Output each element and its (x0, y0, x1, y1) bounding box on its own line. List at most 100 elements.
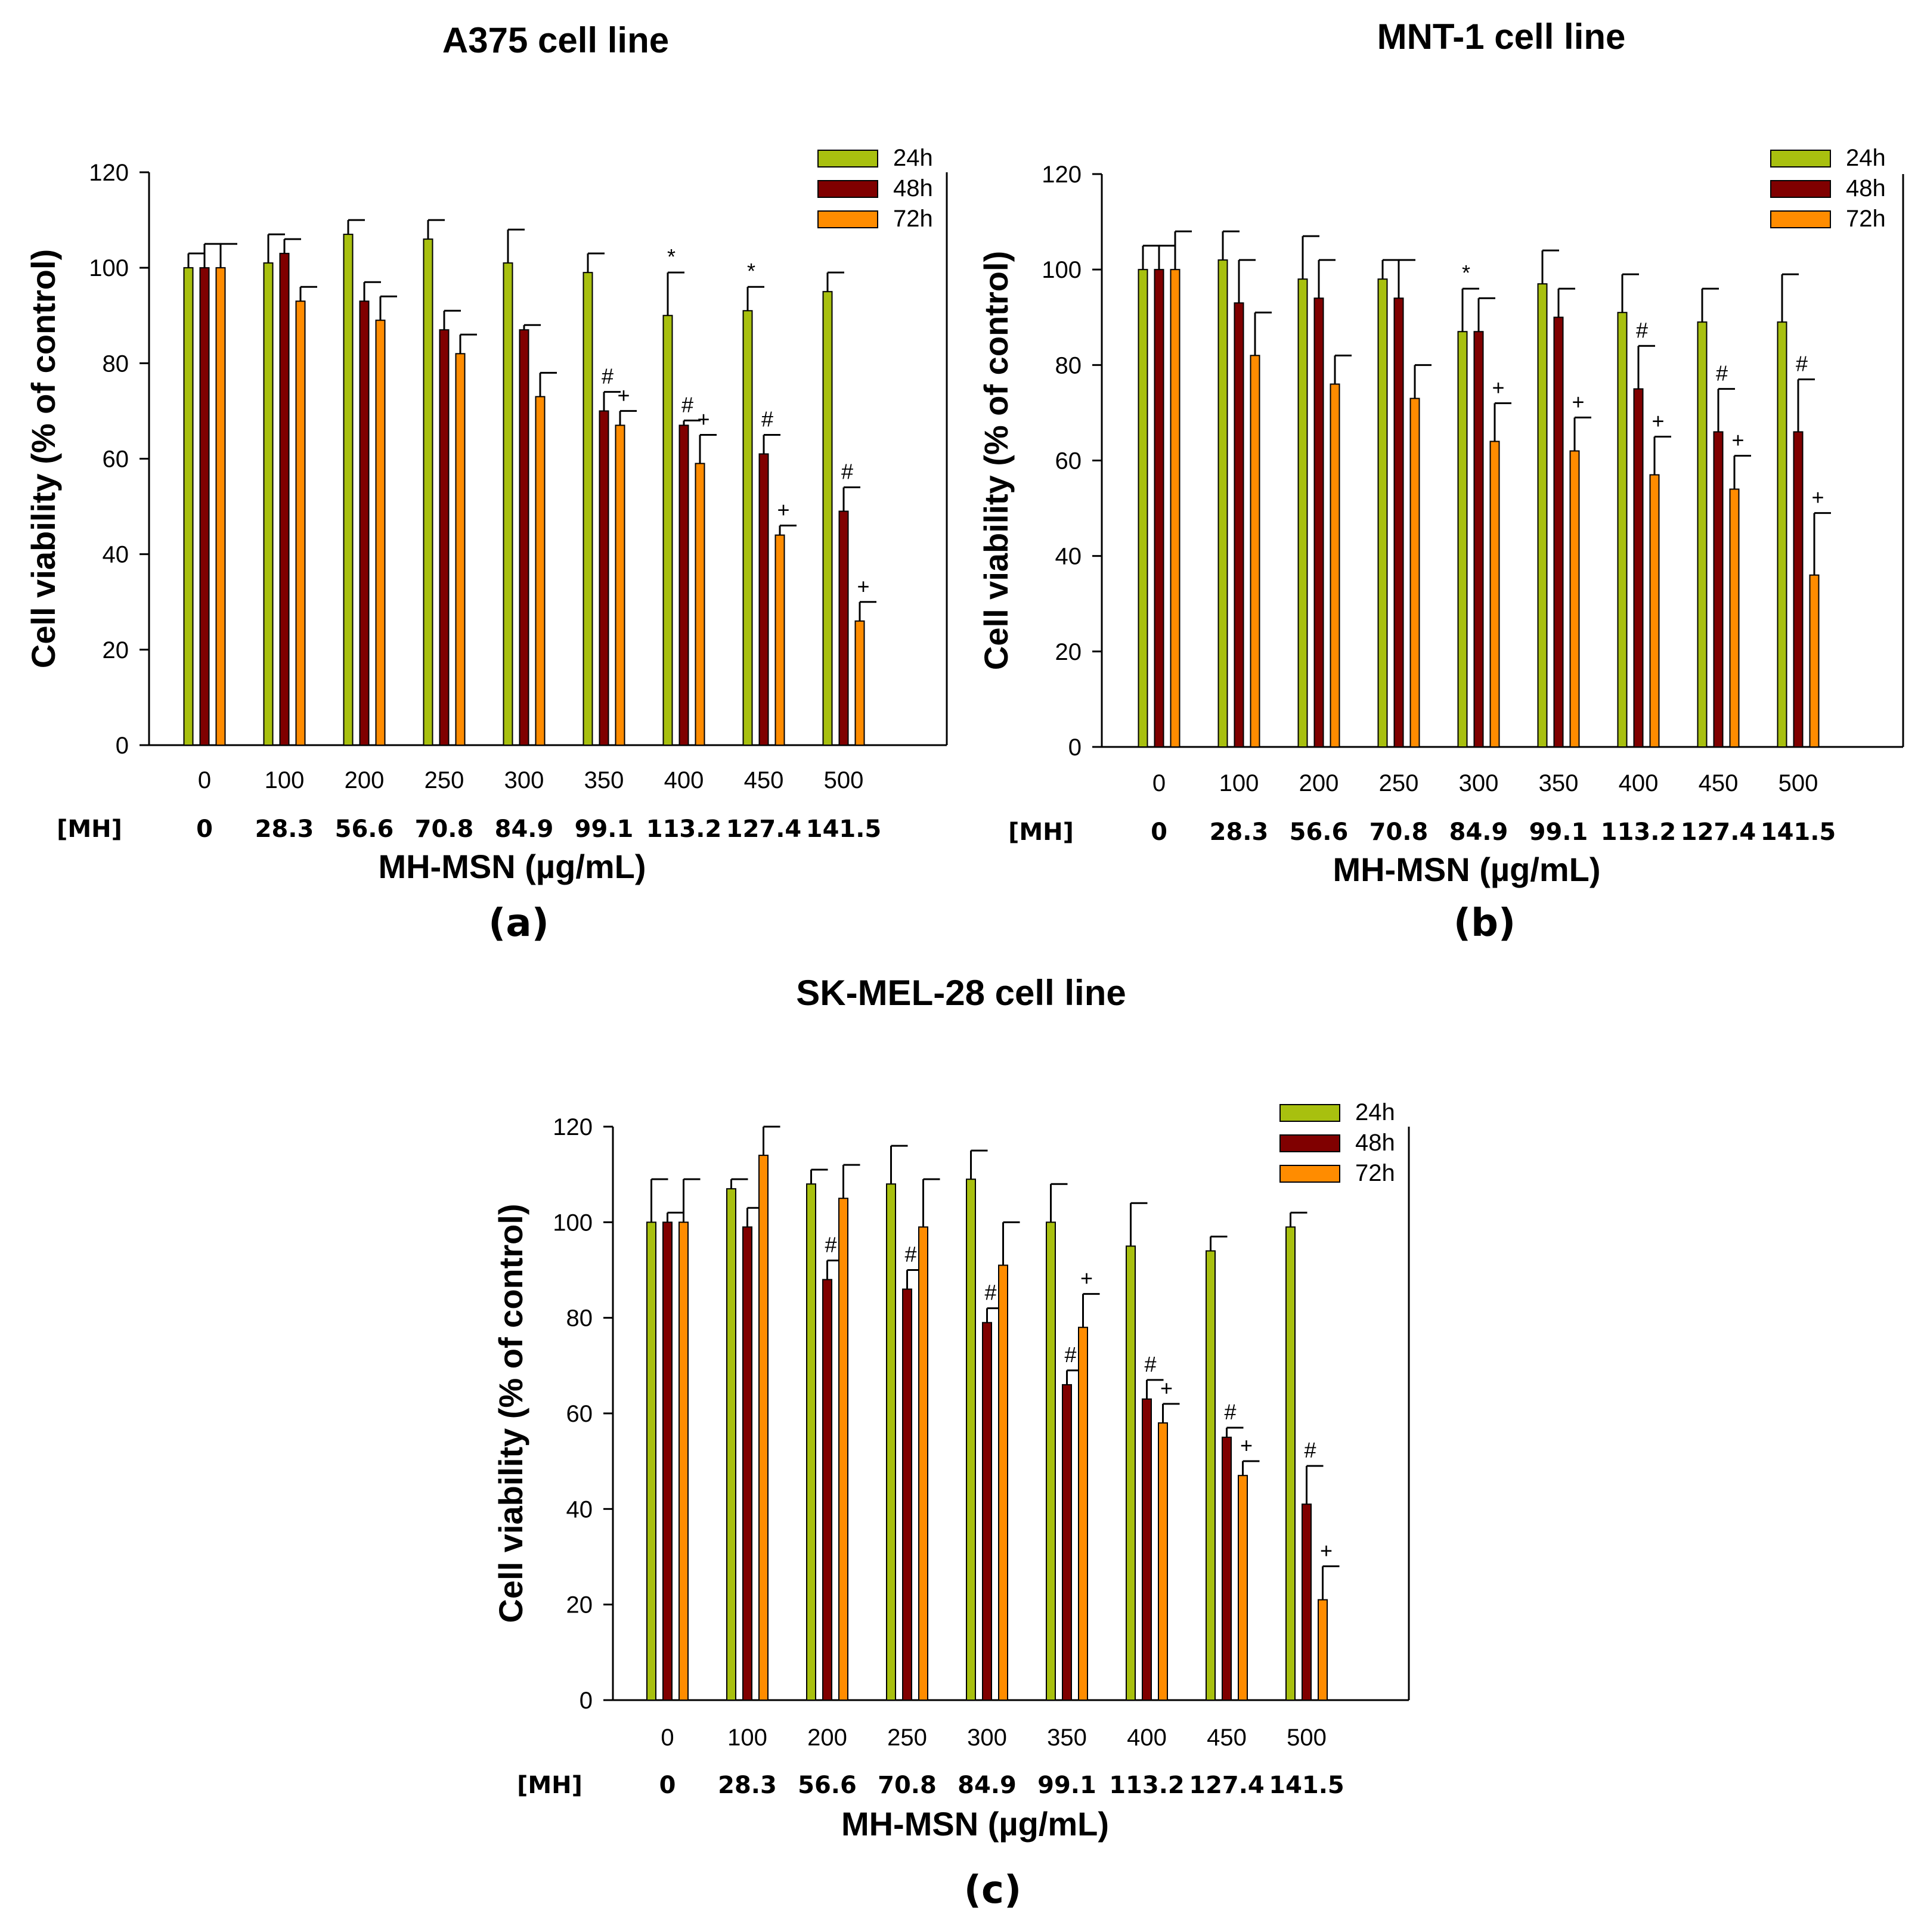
significance-mark: # (761, 407, 773, 431)
y-tick-label: 40 (1055, 544, 1082, 570)
bar-24h-300 (966, 1179, 976, 1701)
significance-mark: # (602, 364, 614, 388)
x-tick-label: 0 (198, 767, 211, 793)
bar-48h-0 (1154, 269, 1164, 748)
bar-24h-400 (1617, 312, 1628, 748)
bar-48h-450 (1222, 1437, 1232, 1701)
bar-24h-250 (423, 238, 433, 746)
legend-swatch-48h (1770, 180, 1831, 198)
bar-48h-0 (199, 267, 210, 746)
bar-24h-100 (1217, 259, 1228, 748)
mh-value-label: 127.4 (1189, 1772, 1265, 1799)
bar-48h-200 (822, 1279, 832, 1701)
bar-72h-0 (678, 1221, 689, 1701)
chart-panel-1: A375 cell line 0 20 40 60 80 100 120 Cell viabil… (24, 20, 948, 945)
chart-panel-3: SK-MEL-28 cell line 0 20 40 60 80 100 120 Cell v… (492, 973, 1410, 1912)
bar-24h-350 (1046, 1221, 1056, 1701)
bar-72h-400 (1158, 1422, 1168, 1701)
mh-value-label: 84.9 (1449, 818, 1508, 846)
x-tick-label: 300 (504, 767, 544, 793)
legend-label-24h: 24h (1355, 1099, 1395, 1125)
bar-48h-500 (1793, 431, 1804, 748)
bar-24h-300 (1457, 331, 1468, 748)
bar-72h-350 (615, 424, 625, 746)
mh-value-label: 70.8 (415, 815, 474, 843)
bar-48h-350 (1553, 317, 1564, 748)
bar-24h-400 (662, 315, 673, 746)
y-tick-label: 100 (1042, 257, 1082, 283)
x-tick-label: 400 (1127, 1725, 1167, 1751)
significance-mark: + (1240, 1433, 1253, 1457)
mh-row-label: [MH] (57, 815, 122, 843)
y-tick-label: 80 (103, 351, 129, 377)
bar-72h-0 (1170, 269, 1181, 748)
panel-label: (c) (964, 1868, 1021, 1912)
significance-mark: + (1080, 1266, 1093, 1291)
mh-value-label: 0 (196, 815, 213, 843)
x-tick-label: 400 (1619, 770, 1659, 796)
mh-row-label: [MH] (1008, 818, 1074, 846)
x-tick-label: 100 (1219, 770, 1259, 796)
bar-48h-200 (359, 300, 370, 746)
bar-48h-0 (662, 1221, 673, 1701)
mh-value-label: 113.2 (1601, 818, 1677, 846)
bar-24h-0 (646, 1221, 656, 1701)
legend-label-48h: 48h (1846, 175, 1886, 201)
legend-label-24h: 24h (893, 145, 933, 171)
x-tick-label: 450 (1699, 770, 1739, 796)
significance-mark: # (841, 460, 853, 484)
significance-mark: # (1304, 1438, 1316, 1462)
bar-48h-500 (1302, 1503, 1312, 1701)
legend-label-72h: 72h (893, 206, 933, 232)
mh-value-label: 127.4 (726, 815, 802, 843)
bar-24h-100 (726, 1188, 736, 1701)
bar-24h-400 (1126, 1245, 1136, 1701)
bar-24h-350 (583, 272, 593, 746)
significance-mark: + (697, 407, 709, 431)
y-tick-label: 60 (566, 1401, 593, 1427)
mh-value-label: 56.6 (1290, 818, 1349, 846)
bar-48h-300 (1473, 331, 1484, 748)
legend-swatch-72h (1279, 1165, 1340, 1183)
legend-swatch-24h (1279, 1104, 1340, 1122)
bar-24h-0 (183, 267, 194, 746)
significance-mark: + (1320, 1539, 1333, 1563)
bar-48h-250 (439, 329, 450, 746)
bar-72h-500 (1318, 1599, 1328, 1701)
significance-mark: # (681, 392, 693, 417)
significance-mark: + (1492, 375, 1504, 399)
x-tick-label: 0 (1152, 770, 1166, 796)
mh-value-label: 28.3 (1210, 818, 1269, 846)
y-axis-label: Cell viability (% of control) (492, 1204, 529, 1623)
significance-mark: # (1064, 1342, 1076, 1367)
mh-value-label: 28.3 (255, 815, 314, 843)
bar-24h-0 (1138, 269, 1148, 748)
bar-72h-450 (774, 534, 785, 746)
significance-mark: # (1636, 318, 1648, 342)
x-tick-label: 100 (727, 1725, 767, 1751)
mh-value-label: 0 (659, 1772, 676, 1799)
x-tick-label: 350 (1539, 770, 1579, 796)
bar-48h-200 (1313, 297, 1324, 748)
bar-48h-250 (902, 1288, 912, 1701)
chart-panel-2: MNT-1 cell line 0 20 40 60 80 100 120 Cell viabi… (977, 17, 1904, 945)
y-tick-label: 80 (566, 1305, 593, 1332)
bar-48h-100 (1234, 302, 1244, 748)
legend-swatch-24h (817, 150, 878, 168)
x-tick-label: 200 (807, 1725, 847, 1751)
y-tick-label: 20 (566, 1592, 593, 1618)
x-tick-label: 200 (345, 767, 385, 793)
mh-value-label: 84.9 (495, 815, 554, 843)
legend-swatch-48h (1279, 1134, 1340, 1152)
bar-24h-300 (503, 262, 513, 746)
y-tick-label: 40 (566, 1496, 593, 1522)
bar-48h-250 (1393, 297, 1404, 748)
y-axis-label: Cell viability (% of control) (24, 249, 62, 668)
bar-72h-350 (1078, 1326, 1088, 1701)
bar-24h-250 (1377, 278, 1388, 748)
significance-mark: + (857, 574, 869, 598)
mh-value-label: 113.2 (646, 815, 722, 843)
bar-48h-100 (742, 1226, 752, 1701)
legend-label-48h: 48h (893, 175, 933, 201)
x-tick-label: 400 (664, 767, 704, 793)
